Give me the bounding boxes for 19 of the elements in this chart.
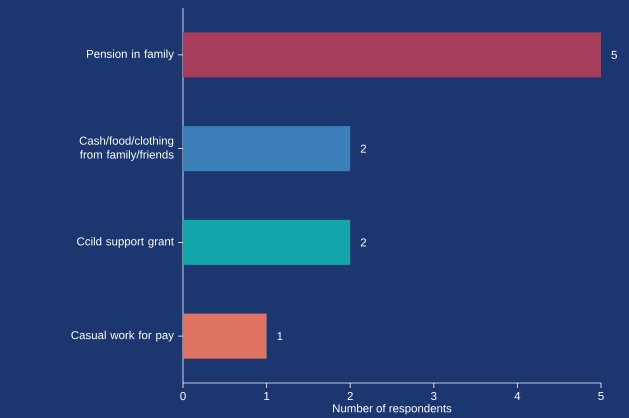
x-axis-title: Number of respondents bbox=[333, 404, 452, 414]
data-label: 1 bbox=[277, 332, 282, 340]
y-tick-label: Pension in family bbox=[87, 49, 174, 60]
bar bbox=[183, 32, 601, 78]
x-tick-label: 0 bbox=[180, 392, 186, 400]
x-tick-label: 1 bbox=[264, 392, 270, 400]
data-label: 5 bbox=[611, 50, 617, 59]
y-tick-label: Ccild support grant bbox=[77, 236, 174, 248]
x-tick-label: 5 bbox=[598, 392, 604, 400]
bar bbox=[183, 220, 350, 265]
y-tick-label: Casual work for pay bbox=[71, 330, 174, 342]
data-label: 2 bbox=[360, 238, 366, 246]
bar bbox=[183, 126, 350, 171]
data-label: 2 bbox=[360, 144, 366, 152]
x-tick-label: 3 bbox=[431, 392, 436, 400]
bar bbox=[183, 313, 267, 358]
x-tick-label: 4 bbox=[514, 392, 520, 400]
x-tick-label: 2 bbox=[348, 392, 353, 400]
y-tick-label: Cash/food/clothing from family/friends bbox=[80, 136, 174, 161]
